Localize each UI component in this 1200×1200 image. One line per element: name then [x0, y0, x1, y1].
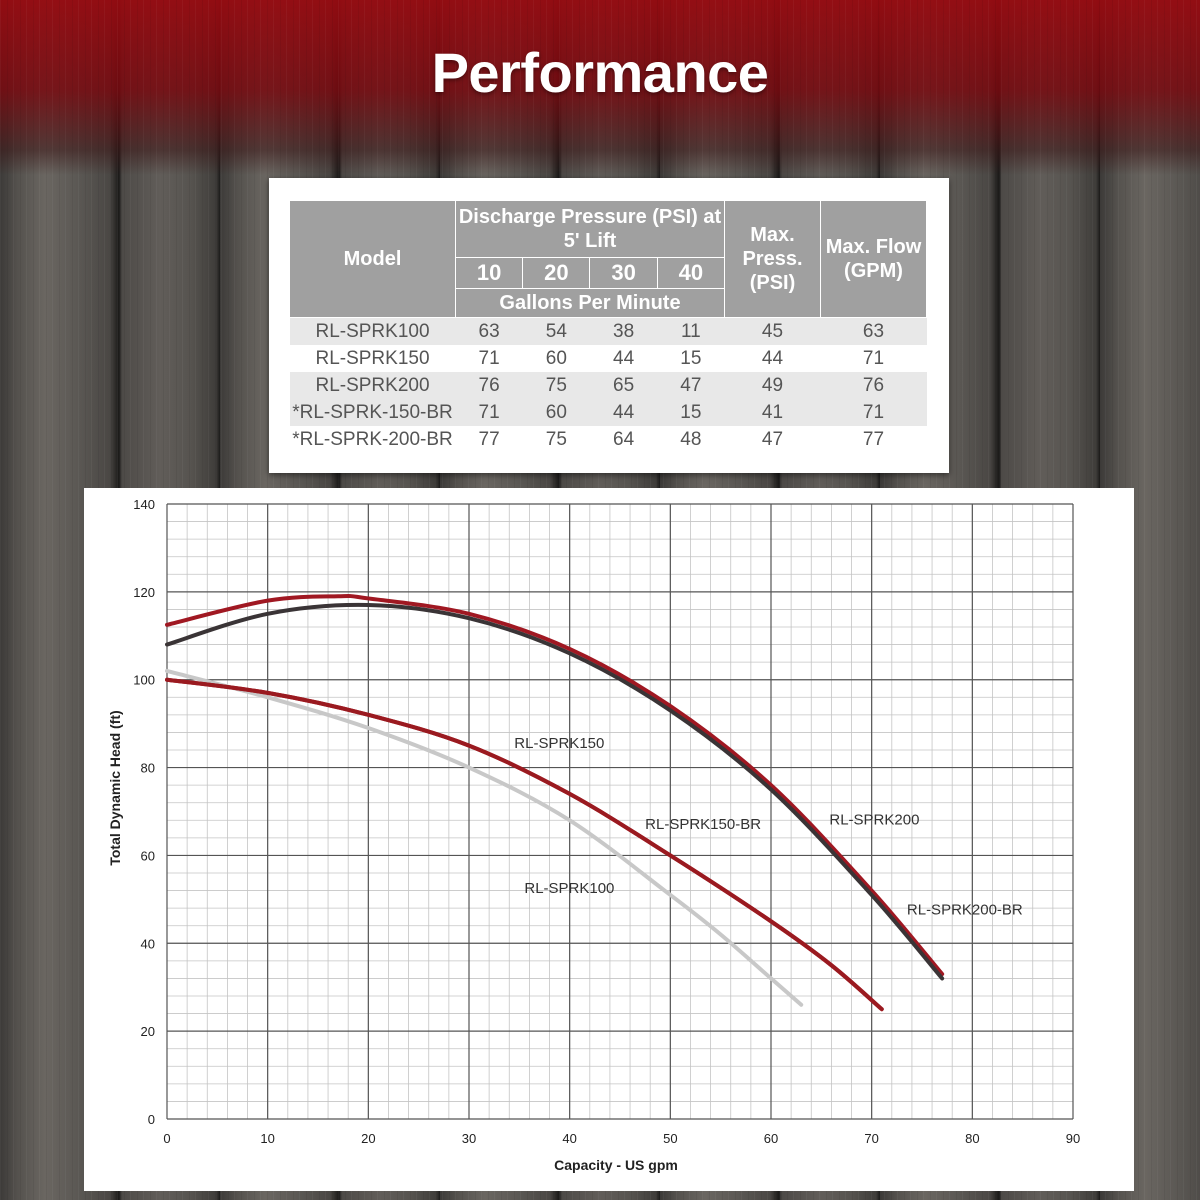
cell-gpm-30: 44 [613, 347, 635, 369]
cell-max-flow: 63 [820, 317, 927, 345]
cell-gpm-40: 47 [657, 372, 725, 399]
table-row: RL-SPRK200 76 75 65 47 49 76 [289, 372, 927, 399]
y-tick-label: 100 [133, 673, 155, 688]
cell-gpm-10: 71 [478, 347, 500, 369]
header-max-press: Max. Press. (PSI) [724, 200, 821, 318]
cell-gpm-10: 76 [455, 372, 523, 399]
cell-model: RL-SPRK150 [315, 347, 430, 369]
y-tick-label: 80 [141, 761, 155, 776]
cell-gpm-10: 77 [478, 428, 500, 450]
x-tick-label: 20 [361, 1131, 375, 1146]
curve-rl-sprk100 [165, 668, 804, 1007]
cell-gpm-40: 11 [657, 317, 725, 345]
curve-label-rl-sprk100: RL-SPRK100 [524, 880, 614, 897]
x-tick-label: 10 [260, 1131, 274, 1146]
table-row: RL-SPRK100 63 54 38 11 45 63 [289, 317, 927, 345]
cell-gpm-30: 65 [589, 372, 658, 399]
header-discharge: Discharge Pressure (PSI) at 5' Lift [455, 200, 725, 258]
cell-gpm-20: 54 [522, 317, 590, 345]
curve-label-rl-sprk200-br: RL-SPRK200-BR [907, 902, 1023, 919]
cell-max-press: 44 [761, 347, 784, 369]
cell-max-flow: 71 [820, 399, 927, 426]
table-row: *RL-SPRK-150-BR 71 60 44 15 41 71 [289, 399, 927, 426]
cell-max-flow: 76 [820, 372, 927, 399]
curve-label-rl-sprk200: RL-SPRK200 [829, 812, 919, 829]
performance-chart: 0 10 20 30 40 50 60 70 80 90 0 20 40 60 80 100 120 140 RL… [107, 497, 1080, 1173]
header-pressure-30: 30 [589, 257, 658, 289]
page-title: Performance [431, 41, 769, 104]
cell-gpm-30: 44 [589, 399, 658, 426]
header-model: Model [289, 200, 456, 318]
cell-model: *RL-SPRK-200-BR [292, 428, 453, 450]
y-tick-label: 20 [141, 1024, 155, 1039]
cell-max-press: 41 [724, 399, 821, 426]
cell-gpm-30: 64 [613, 428, 635, 450]
curves [165, 594, 945, 1012]
cell-gpm-10: 71 [455, 399, 523, 426]
tick-labels: 0 10 20 30 40 50 60 70 80 90 0 20 40 60 80 100 120 140 [133, 497, 1080, 1146]
header-gpm: Gallons Per Minute [455, 288, 725, 318]
curve-label-rl-sprk150-br: RL-SPRK150-BR [645, 816, 761, 833]
cell-gpm-20: 75 [545, 428, 567, 450]
performance-chart-card: 0 10 20 30 40 50 60 70 80 90 0 20 40 60 80 100 120 140 RL… [84, 488, 1134, 1191]
x-tick-label: 60 [764, 1131, 778, 1146]
cell-max-press: 47 [761, 428, 784, 450]
curve-rl-sprk150-br [165, 677, 884, 1012]
performance-table: Model Discharge Pressure (PSI) at 5' Lif… [289, 200, 927, 453]
x-tick-label: 0 [163, 1131, 170, 1146]
cell-gpm-20: 60 [522, 399, 590, 426]
y-tick-label: 120 [133, 585, 155, 600]
cell-max-press: 49 [724, 372, 821, 399]
y-tick-label: 40 [141, 936, 155, 951]
header-pressure-40: 40 [656, 257, 726, 289]
table-row: *RL-SPRK-200-BR 77 75 64 48 47 77 [290, 426, 927, 453]
cell-gpm-20: 75 [522, 372, 590, 399]
table-row: RL-SPRK150 71 60 44 15 44 71 [290, 345, 927, 372]
cell-gpm-40: 48 [680, 428, 702, 450]
curve-rl-sprk150 [165, 677, 884, 1012]
performance-table-card: Model Discharge Pressure (PSI) at 5' Lif… [269, 178, 949, 473]
y-axis-label: Total Dynamic Head (ft) [107, 710, 123, 865]
cell-max-flow: 71 [862, 347, 885, 369]
curve-labels: RL-SPRK150 RL-SPRK150-BR RL-SPRK200 RL-SPRK… [514, 735, 1023, 919]
cell-gpm-10: 63 [455, 317, 523, 345]
cell-model: *RL-SPRK-150-BR [289, 399, 456, 426]
cell-model: RL-SPRK100 [289, 317, 456, 345]
y-tick-label: 0 [148, 1112, 155, 1127]
x-tick-label: 80 [965, 1131, 979, 1146]
x-tick-label: 40 [562, 1131, 576, 1146]
cell-model: RL-SPRK200 [289, 372, 456, 399]
curve-rl-sprk200 [165, 594, 945, 977]
x-tick-label: 90 [1066, 1131, 1080, 1146]
cell-max-press: 45 [724, 317, 821, 345]
x-tick-label: 30 [462, 1131, 476, 1146]
x-axis-label: Capacity - US gpm [554, 1157, 678, 1173]
curve-label-rl-sprk150: RL-SPRK150 [514, 735, 604, 752]
x-tick-label: 70 [864, 1131, 878, 1146]
cell-gpm-40: 15 [657, 399, 725, 426]
y-tick-label: 140 [133, 497, 155, 512]
header-pressure-20: 20 [522, 257, 591, 289]
cell-max-flow: 77 [862, 428, 885, 450]
header-max-flow: Max. Flow (GPM) [820, 200, 927, 318]
header-pressure-10: 10 [454, 257, 524, 289]
curve-rl-sprk200-br [165, 602, 945, 981]
x-tick-label: 50 [663, 1131, 677, 1146]
y-tick-label: 60 [141, 848, 155, 863]
cell-gpm-20: 60 [545, 347, 567, 369]
cell-gpm-30: 38 [589, 317, 658, 345]
cell-gpm-40: 15 [680, 347, 702, 369]
